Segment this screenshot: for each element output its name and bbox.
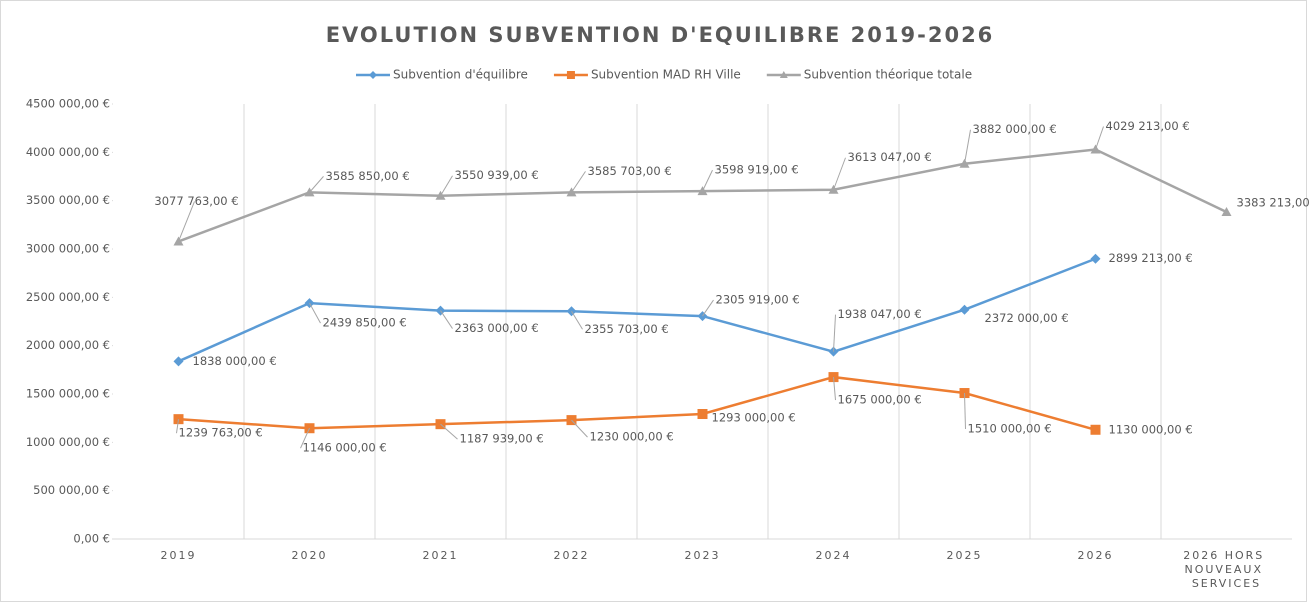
leader-line	[440, 175, 453, 196]
data-label: 2363 000,00 €	[455, 321, 539, 335]
y-tick-label: 500 000,00 €	[33, 483, 110, 497]
x-tick-label: 2019	[161, 549, 197, 562]
leader-line	[964, 129, 971, 164]
leader-line	[176, 419, 179, 434]
x-tick-label: 2025	[947, 549, 983, 562]
leader-line	[440, 310, 453, 329]
data-label: 3383 213,00 €	[1237, 195, 1309, 209]
legend-marker	[566, 71, 575, 79]
data-label: 3077 763,00 €	[154, 194, 238, 208]
x-tick-label: 2021	[423, 549, 459, 562]
marker	[1090, 424, 1101, 435]
y-tick-label: 0,00 €	[73, 532, 110, 546]
x-tick-label: 2026	[1078, 549, 1114, 562]
data-label: 3585 850,00 €	[326, 169, 410, 183]
data-label: 2439 850,00 €	[323, 316, 407, 330]
series-line	[177, 257, 1096, 363]
marker	[1090, 253, 1101, 264]
data-label: 2899 213,00 €	[1109, 251, 1193, 265]
leader-line	[964, 393, 966, 430]
data-label: 1187 939,00 €	[460, 432, 544, 446]
leader-line	[571, 311, 583, 330]
leader-line	[1095, 126, 1104, 150]
legend-marker	[369, 71, 377, 79]
y-tick-label: 2000 000,00 €	[26, 338, 110, 352]
leader-line	[178, 201, 195, 242]
leader-line	[833, 377, 836, 401]
legend-label: Subvention MAD RH Ville	[591, 68, 741, 82]
leader-line	[833, 314, 836, 352]
legend-label: Subvention théorique totale	[804, 68, 972, 82]
leader-line	[833, 157, 846, 190]
data-label: 3882 000,00 €	[973, 122, 1057, 136]
leader-line	[440, 423, 458, 440]
data-label: 1838 000,00 €	[193, 354, 277, 368]
leader-line	[702, 299, 714, 317]
data-label: 4029 213,00 €	[1106, 119, 1190, 133]
data-label: 3613 047,00 €	[848, 150, 932, 164]
data-label: 1938 047,00 €	[838, 307, 922, 321]
y-tick-label: 3000 000,00 €	[26, 242, 110, 256]
data-label: 1675 000,00 €	[838, 393, 922, 407]
legend-marker	[779, 71, 788, 78]
data-label: 1510 000,00 €	[968, 422, 1052, 436]
leader-line	[702, 169, 713, 192]
y-tick-label: 4000 000,00 €	[26, 145, 110, 159]
data-label: 1146 000,00 €	[303, 441, 387, 455]
data-label: 1130 000,00 €	[1109, 422, 1193, 436]
data-label: 1293 000,00 €	[712, 411, 796, 425]
x-tick-label: 2023	[685, 549, 721, 562]
y-tick-label: 2500 000,00 €	[26, 290, 110, 304]
marker	[959, 304, 970, 315]
leader-line	[309, 302, 321, 324]
x-tick-label: 2024	[816, 549, 852, 562]
data-label: 3598 919,00 €	[715, 163, 799, 177]
data-label: 3550 939,00 €	[455, 168, 539, 182]
leader-line	[571, 171, 586, 193]
marker	[697, 409, 708, 420]
data-label: 3585 703,00 €	[588, 164, 672, 178]
data-label: 1230 000,00 €	[590, 430, 674, 444]
leader-line	[300, 428, 310, 449]
x-tick-label: 2020	[292, 549, 328, 562]
leader-line	[309, 176, 324, 193]
y-tick-label: 3500 000,00 €	[26, 193, 110, 207]
marker	[173, 356, 184, 367]
marker	[1221, 206, 1232, 216]
y-tick-label: 4500 000,00 €	[26, 97, 110, 111]
leader-line	[571, 419, 588, 438]
series-line	[178, 375, 1096, 431]
legend-label: Subvention d'équilibre	[393, 68, 528, 82]
x-tick-label: 2026 HORS NOUVEAUX SERVICES	[1183, 549, 1270, 590]
data-label: 2305 919,00 €	[716, 293, 800, 307]
x-tick-label: 2022	[554, 549, 590, 562]
y-tick-label: 1500 000,00 €	[26, 387, 110, 401]
data-label: 2372 000,00 €	[985, 311, 1069, 325]
data-label: 1239 763,00 €	[179, 426, 263, 440]
data-label: 2355 703,00 €	[585, 322, 669, 336]
y-tick-label: 1000 000,00 €	[26, 435, 110, 449]
chart-title: EVOLUTION SUBVENTION D'EQUILIBRE 2019-20…	[326, 23, 995, 47]
